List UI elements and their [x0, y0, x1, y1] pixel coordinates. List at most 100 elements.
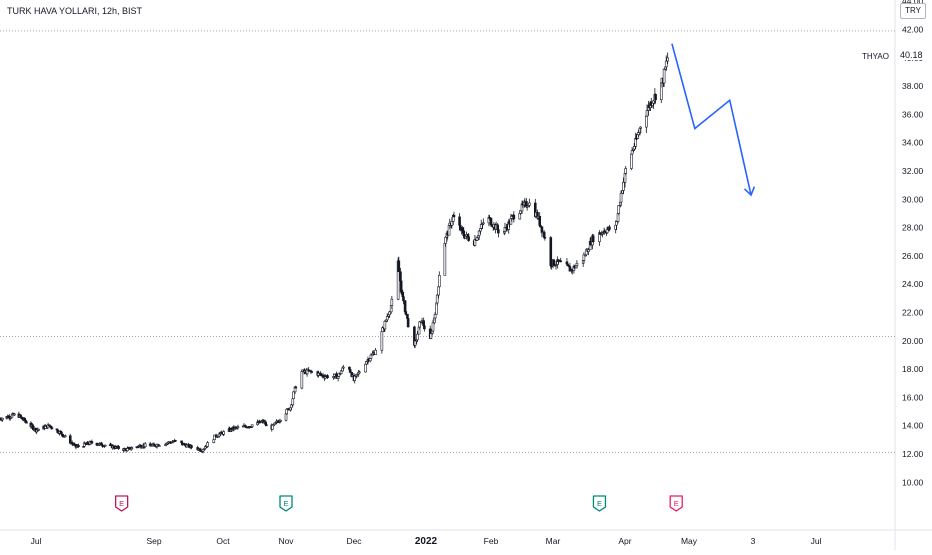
candle-body — [403, 300, 407, 312]
candle-body — [355, 373, 359, 376]
candle-body — [603, 230, 607, 233]
candle-body — [575, 262, 579, 266]
candle-body — [364, 363, 367, 373]
earnings-event-marker[interactable]: E — [592, 495, 607, 512]
candle-body — [584, 249, 588, 256]
candle-body — [568, 266, 572, 272]
x-tick-label: Apr — [618, 536, 631, 546]
candle-body — [413, 340, 417, 346]
candle-body — [217, 433, 221, 437]
candle-body — [630, 150, 634, 155]
candle-body — [450, 221, 454, 226]
candle-body — [418, 321, 422, 328]
candle-body — [326, 375, 329, 379]
candle-body — [250, 424, 254, 427]
y-tick-label: 36.00 — [902, 109, 924, 119]
candle-body — [416, 333, 419, 341]
earnings-event-marker[interactable]: E — [114, 495, 129, 512]
candle-body — [279, 419, 282, 422]
candle-body — [512, 214, 516, 220]
y-tick-label: 16.00 — [902, 392, 924, 402]
candle-body — [406, 318, 410, 328]
candle-body — [339, 370, 343, 374]
y-tick-label: 30.00 — [902, 194, 924, 204]
candle-body — [549, 237, 553, 266]
candle-body — [185, 444, 189, 448]
earnings-event-marker[interactable]: E — [279, 495, 293, 512]
candle-body — [632, 146, 636, 150]
candle-body — [433, 313, 437, 319]
candle-body — [608, 226, 611, 230]
candle-body — [664, 60, 668, 68]
candle-body — [206, 442, 209, 447]
y-tick-label: 20.00 — [902, 336, 924, 346]
candle-body — [300, 371, 304, 389]
candle-body — [130, 447, 134, 449]
candle-body — [429, 333, 433, 339]
x-tick-label: Oct — [216, 536, 230, 546]
candle-body — [566, 263, 569, 266]
candle-body — [402, 296, 405, 302]
candle-body — [431, 322, 435, 332]
ticker-label: THYAO — [862, 52, 889, 61]
candle-body — [617, 205, 621, 214]
candle-body — [461, 227, 464, 232]
y-tick-label: 14.00 — [902, 421, 924, 431]
y-tick-label: 32.00 — [902, 166, 924, 176]
y-tick-label: 18.00 — [902, 364, 924, 374]
candle-body — [310, 371, 313, 373]
candle-body — [444, 236, 447, 244]
candle-body — [342, 366, 345, 369]
candle-body — [100, 442, 103, 446]
candle-body — [397, 260, 401, 273]
candle-body — [666, 57, 669, 62]
earnings-event-label: E — [283, 499, 288, 508]
candle-body — [348, 369, 352, 373]
candle-body — [383, 320, 387, 330]
candle-body — [645, 115, 648, 128]
earnings-event-label: E — [674, 499, 679, 508]
x-tick-label: Jul — [31, 536, 42, 546]
candle-body — [380, 331, 384, 351]
candle-body — [236, 426, 240, 429]
y-tick-label: 26.00 — [902, 251, 924, 261]
currency-button[interactable]: TRY — [900, 3, 926, 19]
candle-body — [60, 431, 63, 435]
candles — [0, 52, 669, 454]
candle-body — [321, 374, 325, 378]
candle-body — [652, 100, 655, 104]
x-tick-label: Nov — [278, 536, 294, 546]
candle-body — [388, 311, 391, 315]
candle-body — [153, 444, 156, 447]
chart-title: TURK HAVA YOLLARI, 12h, BIST — [7, 6, 143, 16]
y-tick-label: 38.00 — [902, 81, 924, 91]
candle-body — [399, 280, 403, 293]
candle-body — [103, 444, 107, 447]
x-tick-label: Mar — [546, 536, 561, 546]
candle-body — [25, 421, 28, 424]
x-tick-label: Sep — [146, 536, 161, 546]
earnings-event-marker[interactable]: E — [669, 495, 683, 512]
candle-body — [374, 349, 377, 355]
candle-body — [482, 222, 485, 225]
y-tick-label: 10.00 — [902, 477, 924, 487]
x-tick-label: 3 — [751, 536, 756, 546]
candle-body — [452, 214, 456, 218]
candle-body — [213, 434, 216, 440]
candle-body — [292, 391, 295, 400]
candle-body — [190, 445, 193, 448]
candle-body — [473, 239, 477, 246]
candle-body — [654, 94, 657, 100]
candle-body — [385, 316, 389, 321]
candle-body — [662, 68, 666, 84]
candle-body — [353, 375, 357, 381]
candle-body — [539, 225, 542, 227]
candle-body — [289, 404, 293, 409]
candle-body — [291, 398, 295, 406]
y-tick-label: 42.00 — [902, 25, 924, 35]
y-tick-label: 28.00 — [902, 223, 924, 233]
candle-body — [437, 275, 441, 288]
candle-body — [538, 215, 542, 226]
